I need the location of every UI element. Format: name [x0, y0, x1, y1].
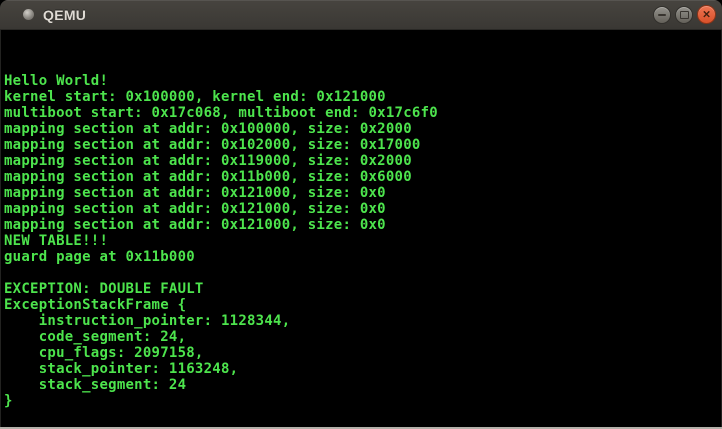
close-icon: ×	[702, 6, 711, 22]
close-button[interactable]: ×	[697, 5, 716, 24]
window-controls: ×	[649, 0, 716, 29]
maximize-icon	[679, 10, 689, 19]
minimize-icon	[658, 13, 666, 16]
maximize-button[interactable]	[675, 5, 693, 24]
titlebar[interactable]: QEMU ×	[0, 0, 722, 30]
console-output: Hello World! kernel start: 0x100000, ker…	[4, 73, 438, 409]
qemu-console-display[interactable]: Hello World! kernel start: 0x100000, ker…	[0, 30, 722, 427]
window-title: QEMU	[43, 6, 87, 23]
window-bottom-border	[0, 427, 722, 429]
qemu-window-icon	[23, 9, 34, 20]
minimize-button[interactable]	[653, 5, 671, 24]
